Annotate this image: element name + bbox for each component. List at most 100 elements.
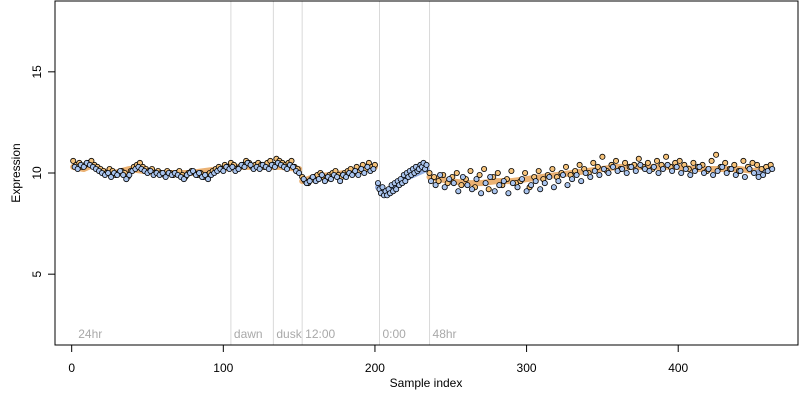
data-point [578,178,585,185]
data-point [610,163,617,170]
data-point [459,173,466,180]
data-point [327,176,334,183]
x-tick-label: 100 [213,361,233,375]
data-point [731,161,738,168]
data-point [265,165,272,172]
data-point [423,161,430,168]
data-point [664,161,671,168]
data-point [508,167,515,174]
data-point [464,182,471,189]
data-point [364,163,371,170]
data-point [628,163,635,170]
data-point [105,169,112,176]
data-point [333,173,340,180]
y-axis: 5 10 15 [30,65,56,278]
data-point [719,163,726,170]
data-point [708,157,715,164]
data-point [446,176,453,183]
data-point [528,182,535,189]
data-point [473,176,480,183]
data-point [180,176,187,183]
data-point [596,171,603,178]
data-point [441,184,448,191]
data-point [123,176,130,183]
data-point [654,157,661,164]
data-point [352,167,359,174]
data-point [537,186,544,193]
annotation-label: 48hr [433,327,457,341]
data-point [590,159,597,166]
data-point [126,171,133,178]
data-point [467,167,474,174]
data-point [582,169,589,176]
data-point [468,186,475,193]
data-point [594,163,601,170]
data-point [505,190,512,197]
data-point [632,167,639,174]
data-point [637,161,644,168]
data-point [431,173,438,180]
data-point [644,159,651,166]
y-axis-label: Expression [9,143,23,202]
data-point [374,180,381,187]
data-point [541,180,548,187]
data-point [455,188,462,195]
data-point [546,173,553,180]
x-tick-label: 0 [68,361,75,375]
y-tick-label: 10 [30,166,44,180]
data-point [296,169,303,176]
data-point [476,171,483,178]
data-point [514,184,521,191]
data-point [587,173,594,180]
data-point [393,186,400,193]
data-point [235,165,242,172]
data-point [714,167,721,174]
data-point [555,178,562,185]
data-points [70,151,776,199]
data-point [573,171,580,178]
data-point [690,159,697,166]
data-point [349,171,356,178]
x-tick-label: 300 [517,361,537,375]
data-point [535,167,542,174]
data-point [370,165,377,172]
data-point [732,171,739,178]
data-point [754,161,761,168]
data-point [300,176,307,183]
data-point [623,169,630,176]
data-point [532,178,539,185]
y-tick-label: 15 [30,65,44,79]
data-point [746,165,753,172]
data-point [696,163,703,170]
data-point [427,178,434,185]
data-point [241,163,248,170]
data-point [523,188,530,195]
data-point [337,178,344,185]
data-point [247,161,254,168]
data-point [437,171,444,178]
data-point [485,186,492,193]
data-point [482,180,489,187]
data-point [402,178,409,185]
data-point [619,165,626,172]
data-point [361,169,368,176]
data-point [496,182,503,189]
data-point [189,167,196,174]
annotation-label: dusk [276,327,302,341]
data-point [343,173,350,180]
data-point [318,171,325,178]
data-point [315,176,322,183]
data-point [737,167,744,174]
data-point [355,171,362,178]
annotation-label: dawn [234,327,263,341]
data-point [550,184,557,191]
data-point [710,171,717,178]
data-point [669,167,676,174]
data-point [673,163,680,170]
data-point [196,169,203,176]
data-point [74,165,81,172]
x-tick-label: 200 [365,361,385,375]
data-point [769,165,776,172]
data-point [159,169,166,176]
